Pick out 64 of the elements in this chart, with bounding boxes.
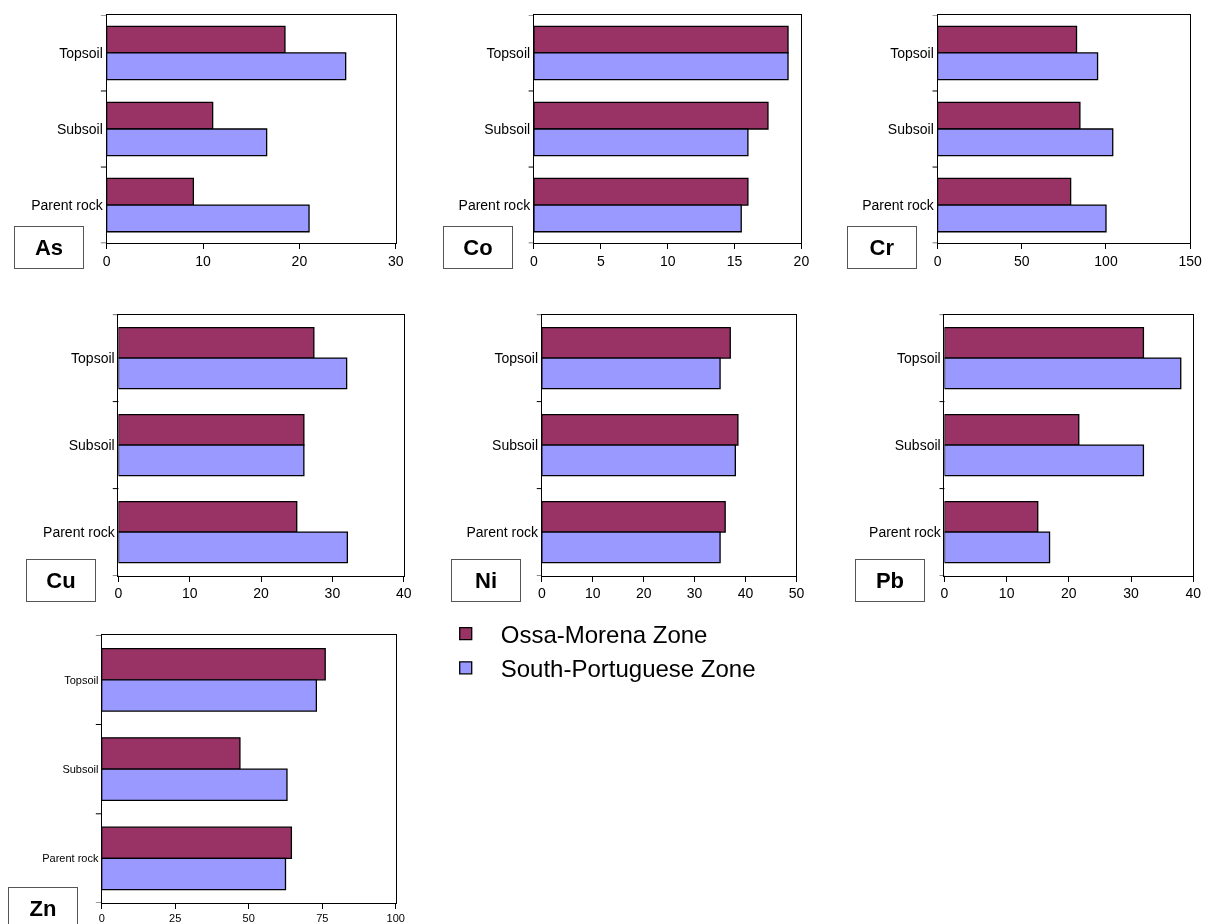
x-tick-label: 20	[291, 252, 308, 269]
y-tick-label: Subsoil	[56, 120, 103, 137]
y-tick-label: Subsoil	[492, 437, 539, 453]
x-tick-label: 40	[737, 585, 754, 602]
y-tick-label: Topsoil	[71, 350, 115, 366]
text: Pb	[875, 568, 905, 593]
y-tick-label: Subsoil	[484, 120, 531, 137]
y-tick-label: Subsoil	[62, 762, 99, 775]
text: Zn	[29, 896, 57, 921]
x-tick-label: 40	[395, 585, 412, 602]
x-tick-label: 0	[530, 252, 539, 269]
x-tick-label: 30	[387, 252, 404, 269]
x-tick-label: 100	[1094, 252, 1118, 269]
y-tick-label: Topsoil	[494, 350, 539, 366]
x-tick-label: 10	[195, 252, 212, 269]
x-tick-label: 10	[998, 585, 1015, 602]
legend-label: South-Portuguese Zone	[500, 655, 756, 683]
y-tick-label: Topsoil	[890, 44, 934, 61]
text: Ni	[475, 568, 497, 593]
y-tick-label: Parent rock	[43, 524, 116, 541]
x-tick-label: 50	[1013, 252, 1030, 269]
x-tick-label: 150	[1178, 252, 1203, 269]
x-tick-label: 40	[1185, 585, 1202, 602]
text: Co	[463, 235, 493, 260]
y-tick-label: Parent rock	[42, 852, 99, 865]
x-tick-label: 0	[940, 585, 949, 602]
x-tick-label: 10	[659, 252, 676, 269]
x-tick-label: 30	[324, 585, 341, 602]
y-tick-label: Parent rock	[466, 524, 540, 541]
x-tick-label: 10	[584, 585, 601, 602]
x-tick-label: 20	[793, 252, 810, 269]
x-tick-label: 75	[316, 912, 329, 924]
x-tick-label: 0	[933, 252, 942, 269]
x-tick-label: 100	[386, 912, 405, 924]
x-tick-label: 10	[181, 585, 198, 602]
x-tick-label: 30	[686, 585, 703, 602]
x-tick-label: 0	[537, 585, 546, 602]
x-tick-label: 20	[1061, 585, 1077, 602]
y-tick-label: Topsoil	[486, 44, 531, 61]
y-tick-label: Subsoil	[887, 120, 934, 137]
x-tick-label: 0	[114, 585, 123, 602]
y-tick-label: Parent rock	[869, 524, 942, 541]
x-tick-label: 5	[596, 252, 605, 269]
y-tick-label: Parent rock	[31, 197, 104, 213]
x-tick-label: 20	[253, 585, 270, 602]
x-tick-label: 30	[1123, 585, 1139, 602]
y-tick-label: Subsoil	[68, 437, 115, 453]
x-tick-label: 50	[788, 585, 805, 602]
x-tick-label: 25	[169, 912, 182, 924]
x-tick-label: 0	[102, 252, 111, 269]
y-tick-label: Topsoil	[897, 350, 941, 366]
text: Cr	[869, 235, 895, 260]
y-tick-label: Parent rock	[458, 197, 532, 213]
y-tick-label: Topsoil	[59, 44, 103, 61]
x-tick-label: 15	[726, 252, 743, 269]
text: As	[34, 235, 64, 260]
y-tick-label: Parent rock	[862, 197, 935, 213]
legend-label: Ossa-Morena Zone	[500, 621, 708, 649]
y-tick-label: Subsoil	[894, 437, 941, 453]
y-tick-label: Topsoil	[64, 673, 99, 686]
text: Cu	[46, 568, 76, 593]
x-tick-label: 0	[98, 912, 105, 924]
x-tick-label: 50	[242, 912, 255, 924]
x-tick-label: 20	[635, 585, 652, 602]
